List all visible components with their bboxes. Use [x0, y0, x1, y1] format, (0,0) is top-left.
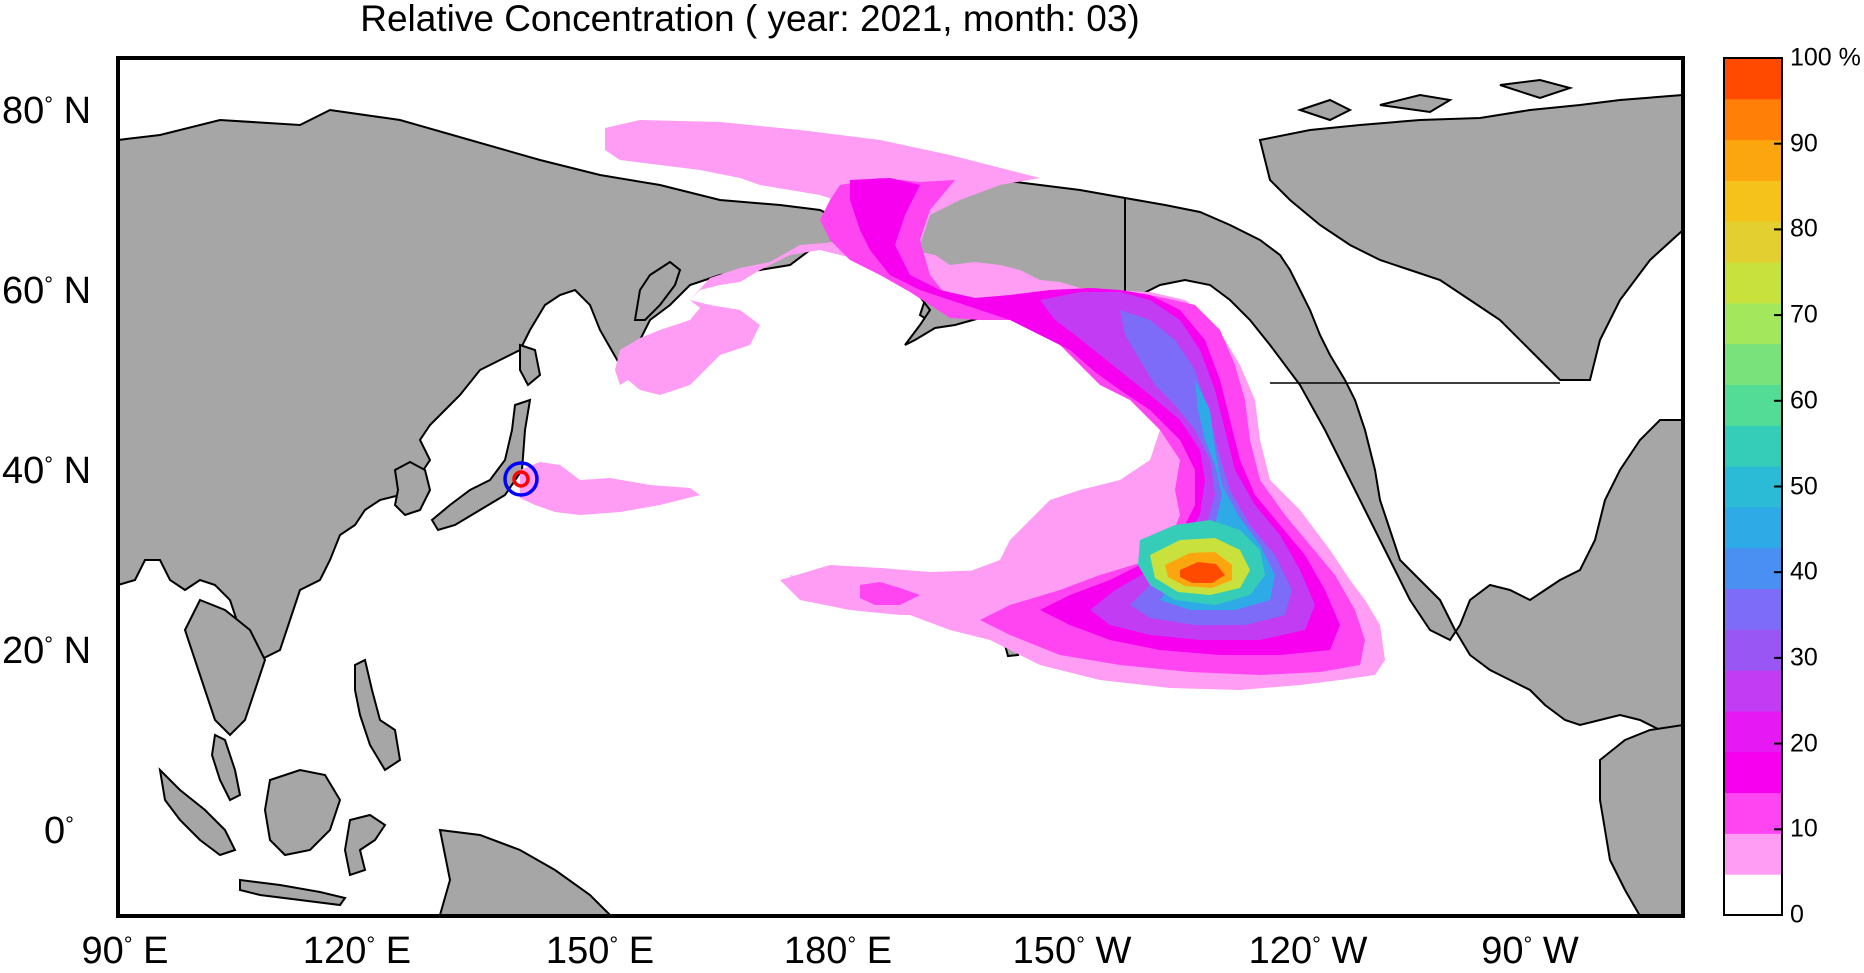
colorbar-tick-label: 80 [1790, 214, 1818, 243]
colorbar-cell [1724, 833, 1782, 875]
colorbar-cell [1724, 58, 1782, 100]
colorbar-cell [1724, 710, 1782, 753]
lon-label-180e: 180° E [783, 930, 893, 972]
map-title: Relative Concentration ( year: 2021, mon… [360, 0, 1140, 39]
colorbar-cells [1724, 58, 1782, 916]
colorbar-cell [1724, 670, 1782, 712]
lat-label-20n: 20° N [2, 630, 92, 672]
colorbar-cell [1724, 547, 1782, 590]
colorbar-cell [1724, 506, 1782, 549]
colorbar-tick-label: 20 [1790, 729, 1818, 758]
land-philippines [354, 658, 402, 772]
plume-peak [1180, 562, 1225, 583]
lat-label-60n: 60° N [2, 270, 92, 312]
plume-mid-pacific [780, 565, 1080, 615]
colorbar-cell [1724, 384, 1782, 426]
map-frame [116, 56, 1685, 918]
colorbar-cell [1724, 139, 1782, 181]
colorbar-cell [1724, 343, 1782, 385]
land-malay-peninsula [210, 733, 242, 802]
colorbar-cell [1724, 466, 1782, 508]
lat-label-40n: 40° N [2, 450, 92, 492]
lat-label-0: 0° [44, 810, 74, 852]
colorbar-cell [1724, 262, 1782, 304]
land-canada-north [1258, 93, 1684, 381]
colorbar-tick-label: 70 [1790, 300, 1818, 329]
lat-label-80n: 80° N [2, 90, 92, 132]
colorbar-cell [1724, 874, 1782, 916]
lon-label-120w: 120° W [1248, 930, 1368, 972]
colorbar-cell [1724, 180, 1782, 222]
land-sulawesi [343, 813, 387, 877]
land-sumatra [158, 767, 237, 857]
land-new-guinea [438, 828, 613, 916]
colorbar-tick-label: 10 [1790, 814, 1818, 843]
land-japan [430, 343, 542, 532]
colorbar-cell [1724, 629, 1782, 671]
land-korea [393, 460, 432, 517]
colorbar-cell [1724, 751, 1782, 794]
release-site-marker [503, 461, 539, 497]
lon-label-120e: 120° E [302, 930, 412, 972]
colorbar-cell [1724, 588, 1782, 630]
land-indochina [183, 598, 267, 737]
lon-label-90w: 90° W [1481, 930, 1579, 972]
plume-japan-east [520, 462, 700, 515]
colorbar-cell [1724, 221, 1782, 263]
land-java [239, 878, 347, 907]
colorbar-tick-label: 0 [1790, 900, 1804, 929]
colorbar-tick-label: 40 [1790, 557, 1818, 586]
concentration-plume [520, 120, 1385, 690]
colorbar-cell [1724, 98, 1782, 141]
land-arctic-islands [1296, 78, 1574, 122]
colorbar-tick-label: 100 % [1790, 43, 1861, 72]
land-borneo [263, 768, 342, 857]
lon-label-150e: 150° E [545, 930, 655, 972]
colorbar-cell [1724, 302, 1782, 345]
colorbar-cell [1724, 792, 1782, 834]
release-site-outer-ring-icon [503, 461, 539, 497]
release-site-inner-ring-icon [512, 470, 530, 488]
colorbar [1723, 57, 1783, 916]
border-us-canada [1124, 198, 1560, 384]
colorbar-tick-label: 60 [1790, 386, 1818, 415]
lon-label-150w: 150° W [1012, 930, 1132, 972]
colorbar-tick-label: 30 [1790, 643, 1818, 672]
land-kamchatka [633, 260, 682, 321]
colorbar-tick-label: 90 [1790, 129, 1818, 158]
lon-label-90e: 90° E [81, 930, 169, 972]
colorbar-tick-label: 50 [1790, 472, 1818, 500]
colorbar-cell [1724, 425, 1782, 467]
colorbar-ticks [1774, 57, 1782, 916]
